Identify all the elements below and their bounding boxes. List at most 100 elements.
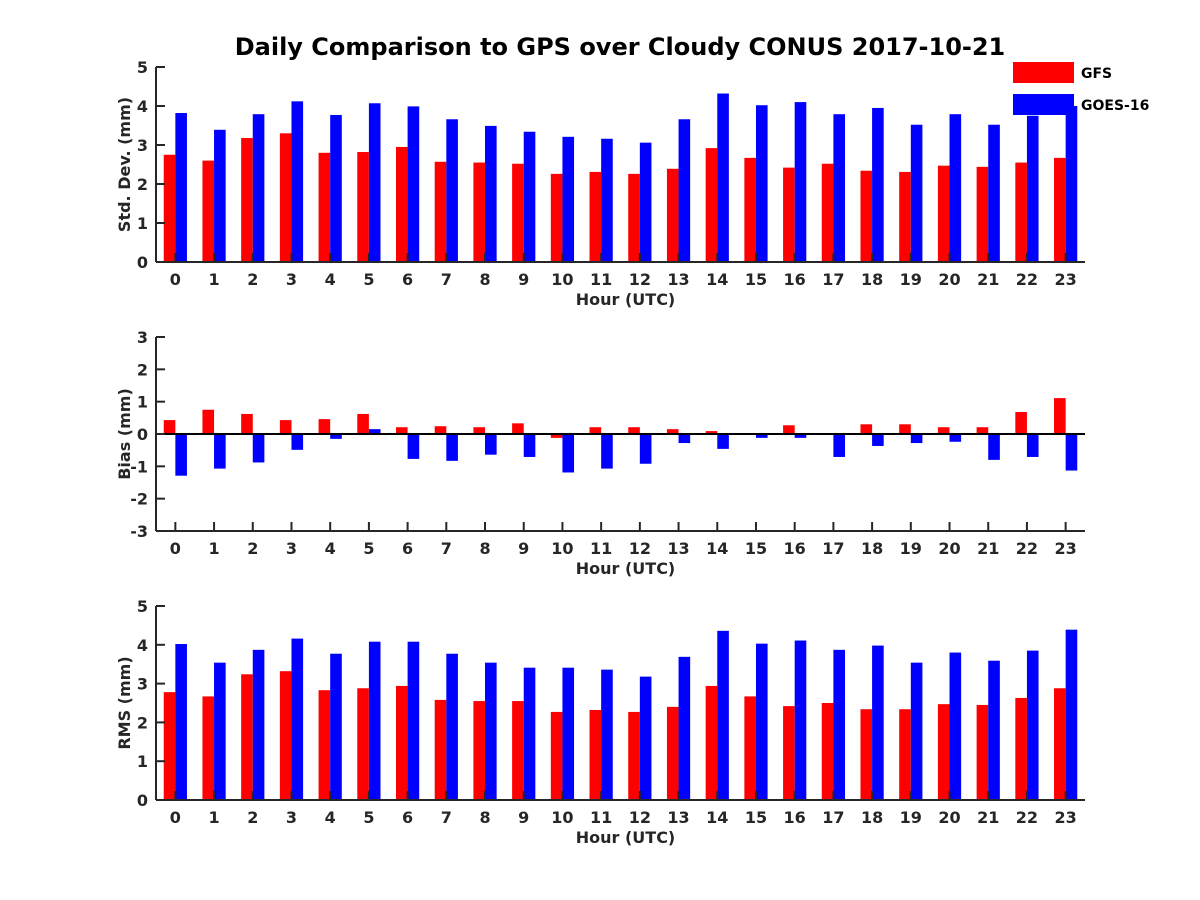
- series-gfs: [163, 671, 1066, 800]
- bar-gfs-23: [1054, 157, 1066, 262]
- bar-gfs-5: [357, 152, 369, 262]
- y-tick-label-1: 1: [137, 752, 148, 771]
- y-tick-label-5: 5: [137, 58, 148, 77]
- x-tick-label-16: 16: [784, 270, 806, 289]
- bar-goes-16-3: [291, 101, 304, 262]
- x-tick-label-8: 8: [479, 270, 490, 289]
- bar-gfs-18: [860, 424, 873, 434]
- bar-gfs-11: [589, 427, 602, 434]
- bar-goes-16-12: [639, 142, 652, 262]
- bar-goes-16-3: [291, 434, 304, 450]
- bar-gfs-2: [241, 137, 253, 262]
- x-tick-label-7: 7: [441, 808, 452, 827]
- x-tick-label-10: 10: [551, 270, 573, 289]
- legend-swatch-goes-16: [1013, 94, 1074, 115]
- bar-gfs-17: [821, 163, 834, 262]
- bar-goes-16-23: [1065, 434, 1078, 471]
- x-tick-label-9: 9: [518, 808, 529, 827]
- x-tick-label-5: 5: [363, 808, 374, 827]
- bar-goes-16-11: [601, 669, 613, 800]
- bar-gfs-11: [589, 709, 602, 800]
- x-axis-label: Hour (UTC): [576, 559, 676, 578]
- bar-goes-16-11: [601, 434, 613, 469]
- y-tick-label-4: 4: [137, 636, 148, 655]
- bar-gfs-16: [783, 167, 795, 262]
- legend: GFS GOES-16: [1013, 62, 1149, 115]
- x-tick-label-13: 13: [667, 270, 689, 289]
- bar-gfs-16: [783, 425, 795, 434]
- bar-goes-16-2: [252, 434, 265, 463]
- bar-gfs-13: [666, 429, 679, 434]
- bar-gfs-14: [705, 431, 718, 434]
- x-tick-label-6: 6: [402, 539, 413, 558]
- bar-goes-16-2: [252, 649, 265, 800]
- x-tick-label-11: 11: [590, 808, 612, 827]
- bar-gfs-7: [434, 426, 447, 434]
- series-goes-16: [175, 93, 1078, 263]
- bar-gfs-6: [395, 427, 408, 434]
- bar-gfs-19: [899, 709, 911, 800]
- bar-goes-16-12: [639, 676, 652, 800]
- bar-gfs-17: [821, 703, 834, 800]
- x-tick-label-10: 10: [551, 539, 573, 558]
- bar-gfs-21: [976, 166, 989, 262]
- bar-goes-16-23: [1065, 106, 1078, 262]
- bar-goes-16-21: [988, 660, 1000, 800]
- bar-gfs-20: [937, 165, 950, 262]
- x-tick-label-7: 7: [441, 270, 452, 289]
- bar-goes-16-13: [678, 656, 691, 800]
- bar-goes-16-9: [523, 434, 536, 457]
- x-tick-label-19: 19: [900, 808, 922, 827]
- series-gfs: [163, 398, 1066, 438]
- y-tick-label-0: 0: [137, 791, 148, 810]
- bar-goes-16-10: [562, 136, 575, 262]
- bar-gfs-12: [628, 427, 640, 434]
- x-tick-label-1: 1: [208, 270, 219, 289]
- bar-gfs-15: [744, 696, 756, 800]
- x-tick-label-0: 0: [170, 808, 181, 827]
- bar-gfs-19: [899, 171, 911, 262]
- bar-gfs-5: [357, 413, 369, 434]
- bar-goes-16-22: [1026, 650, 1039, 800]
- bar-gfs-3: [279, 133, 292, 262]
- y-tick-label-3: 3: [137, 328, 148, 347]
- y-tick-label-2: 2: [137, 713, 148, 732]
- bar-goes-16-2: [252, 114, 265, 262]
- x-tick-label-17: 17: [822, 539, 844, 558]
- x-tick-label-20: 20: [938, 270, 960, 289]
- bar-goes-16-16: [794, 640, 807, 800]
- bar-gfs-2: [241, 674, 253, 800]
- bar-goes-16-7: [446, 653, 458, 800]
- bar-gfs-6: [395, 146, 408, 262]
- x-tick-label-18: 18: [861, 808, 883, 827]
- bar-goes-16-15: [755, 105, 768, 262]
- legend-swatch-gfs: [1013, 62, 1074, 83]
- y-tick-label-0: 0: [137, 253, 148, 272]
- x-tick-label-22: 22: [1016, 539, 1038, 558]
- x-tick-label-4: 4: [325, 539, 336, 558]
- bar-gfs-23: [1054, 398, 1066, 434]
- bar-goes-16-10: [562, 667, 575, 800]
- x-tick-label-19: 19: [900, 270, 922, 289]
- bar-gfs-9: [512, 701, 524, 800]
- x-tick-label-16: 16: [784, 539, 806, 558]
- legend-label-gfs: GFS: [1081, 66, 1112, 82]
- bar-goes-16-5: [368, 641, 381, 800]
- bar-gfs-1: [202, 160, 215, 262]
- bar-gfs-10: [550, 711, 563, 800]
- bar-goes-16-9: [523, 667, 536, 800]
- bar-gfs-10: [550, 173, 563, 262]
- x-tick-label-4: 4: [325, 270, 336, 289]
- x-tick-label-9: 9: [518, 539, 529, 558]
- bar-gfs-4: [318, 152, 331, 262]
- x-tick-label-21: 21: [977, 539, 999, 558]
- x-tick-label-12: 12: [629, 539, 651, 558]
- bar-gfs-13: [666, 706, 679, 800]
- bar-gfs-3: [279, 420, 292, 434]
- bar-goes-16-4: [330, 434, 342, 439]
- bar-gfs-12: [628, 711, 640, 800]
- y-tick-label--1: -1: [130, 457, 148, 476]
- bar-goes-16-8: [485, 125, 497, 262]
